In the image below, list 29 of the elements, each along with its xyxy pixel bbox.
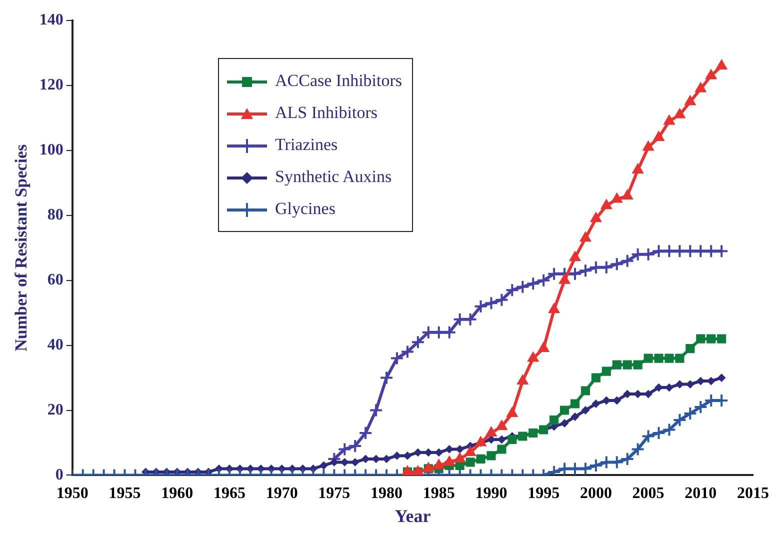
- x-tick-label: 1960: [161, 484, 194, 502]
- legend-label: ALS Inhibitors: [275, 103, 378, 122]
- x-tick-label: 1965: [213, 484, 246, 502]
- x-tick-label: 2010: [684, 484, 717, 502]
- x-tick-label: 1955: [108, 484, 141, 502]
- y-tick-label: 40: [47, 336, 64, 354]
- x-axis-title: Year: [394, 506, 431, 526]
- y-tick-label: 120: [39, 76, 64, 94]
- y-tick-label: 0: [55, 466, 64, 484]
- x-tick-label: 1950: [56, 484, 88, 502]
- legend-label: Glycines: [275, 199, 336, 218]
- y-axis-title: Number of Resistant Species: [12, 144, 31, 352]
- x-tick-label: 1990: [475, 484, 508, 502]
- legend-label: Triazines: [275, 135, 338, 154]
- y-tick-label: 100: [39, 142, 64, 159]
- x-tick-label: 2005: [632, 484, 664, 502]
- legend-label: ACCase Inhibitors: [275, 71, 402, 90]
- y-tick-label: 80: [47, 206, 64, 224]
- x-tick-label: 2000: [580, 484, 612, 502]
- x-tick-label: 1975: [318, 484, 350, 502]
- x-tick-label: 1970: [266, 484, 298, 502]
- y-tick-label: 20: [47, 401, 64, 418]
- legend-label: Synthetic Auxins: [275, 167, 392, 186]
- x-tick-label: 1995: [528, 484, 560, 502]
- y-tick-label: 140: [39, 12, 64, 29]
- x-tick-label: 1985: [422, 484, 455, 502]
- x-tick-label: 2015: [737, 484, 769, 502]
- x-tick-label: 1980: [370, 484, 403, 502]
- y-tick-label: 60: [47, 272, 64, 289]
